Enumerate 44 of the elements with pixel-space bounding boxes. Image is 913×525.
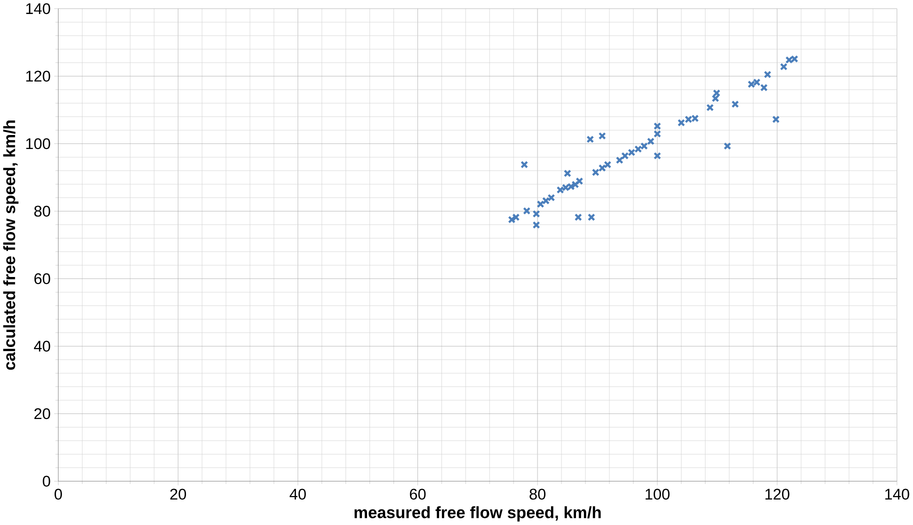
point: [712, 89, 720, 97]
y-tick-label: 140: [26, 3, 50, 14]
x-tick-label: 0: [54, 488, 62, 500]
y-axis-title: calculated free flow speed, km/h: [3, 120, 18, 370]
x-tick-label: 20: [170, 488, 186, 500]
point: [522, 207, 531, 215]
x-tick-label: 80: [530, 488, 546, 500]
point: [532, 210, 540, 218]
y-tick-label: 20: [34, 408, 50, 420]
point: [764, 70, 772, 78]
point: [654, 130, 662, 138]
point: [520, 160, 528, 169]
point: [706, 104, 714, 112]
point: [588, 214, 596, 222]
point: [731, 100, 739, 108]
point: [616, 156, 624, 164]
point: [586, 136, 594, 144]
point: [646, 138, 655, 146]
point: [760, 84, 768, 92]
x-tick-label: 40: [290, 488, 306, 500]
x-tick-label: 100: [646, 488, 670, 500]
point: [564, 170, 572, 178]
x-tick-label: 140: [885, 488, 910, 500]
y-tick-label: 0: [42, 476, 50, 487]
x-tick-label: 120: [765, 488, 790, 500]
point: [712, 94, 720, 102]
point: [571, 180, 580, 188]
y-tick-label: 120: [26, 70, 50, 82]
point: [654, 122, 662, 130]
point: [592, 168, 600, 176]
point: [598, 132, 606, 140]
y-tick-label: 40: [34, 340, 50, 352]
point: [780, 63, 788, 71]
x-axis-title: measured free flow speed, km/h: [354, 506, 601, 522]
y-tick-label: 80: [34, 206, 50, 217]
point: [574, 214, 582, 222]
point: [508, 216, 516, 224]
point: [772, 116, 780, 124]
y-tick-label: 100: [26, 138, 50, 150]
y-tick-label: 60: [34, 273, 50, 284]
point: [532, 221, 540, 229]
x-tick-label: 60: [410, 488, 426, 500]
point: [654, 152, 662, 160]
point: [724, 142, 732, 150]
